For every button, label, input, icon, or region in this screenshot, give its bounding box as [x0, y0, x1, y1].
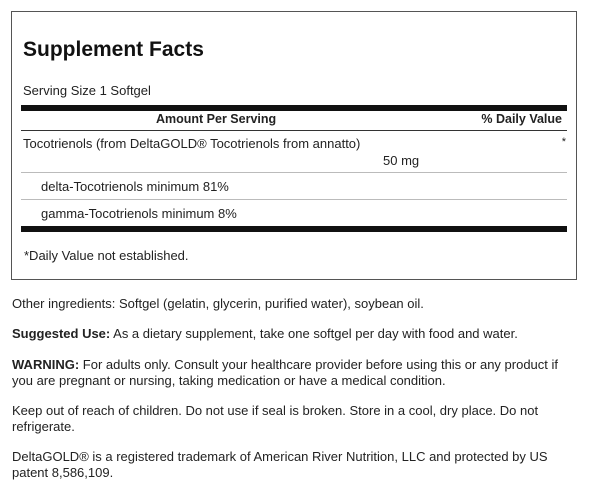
daily-value-header: % Daily Value — [481, 112, 562, 126]
serving-size: Serving Size 1 Softgel — [23, 83, 151, 98]
trademark-notice: DeltaGOLD® is a registered trademark of … — [12, 449, 548, 480]
thick-divider-top — [21, 105, 567, 111]
warning: WARNING: For adults only. Consult your h… — [12, 357, 577, 389]
row-divider — [21, 199, 567, 200]
supplement-facts-panel: Supplement Facts Serving Size 1 Softgel … — [11, 11, 577, 280]
storage-instructions: Keep out of reach of children. Do not us… — [12, 403, 539, 434]
gamma-tocotrienols-label: gamma-Tocotrienols minimum 8% — [41, 206, 237, 221]
suggested-use-label: Suggested Use: — [12, 326, 111, 341]
facts-title: Supplement Facts — [23, 38, 204, 61]
suggested-use: Suggested Use: As a dietary supplement, … — [12, 326, 577, 342]
amount-per-serving-header: Amount Per Serving — [156, 112, 277, 126]
tocotrienols-label: Tocotrienols (from DeltaGOLD® Tocotrieno… — [23, 136, 361, 151]
tocotrienols-dv: * — [561, 136, 566, 148]
warning-text: For adults only. Consult your healthcare… — [12, 357, 559, 388]
other-ingredients: Other ingredients: Softgel (gelatin, gly… — [12, 296, 424, 311]
daily-value-footnote: *Daily Value not established. — [24, 248, 189, 263]
tocotrienols-amount: 50 mg — [383, 153, 420, 168]
header-divider — [21, 130, 567, 131]
suggested-use-text: As a dietary supplement, take one softge… — [110, 326, 518, 341]
thick-divider-bottom — [21, 226, 567, 232]
delta-tocotrienols-label: delta-Tocotrienols minimum 81% — [41, 179, 229, 194]
facts-header-row: Amount Per Serving % Daily Value — [23, 112, 565, 128]
warning-label: WARNING: — [12, 357, 80, 372]
row-divider — [21, 172, 567, 173]
